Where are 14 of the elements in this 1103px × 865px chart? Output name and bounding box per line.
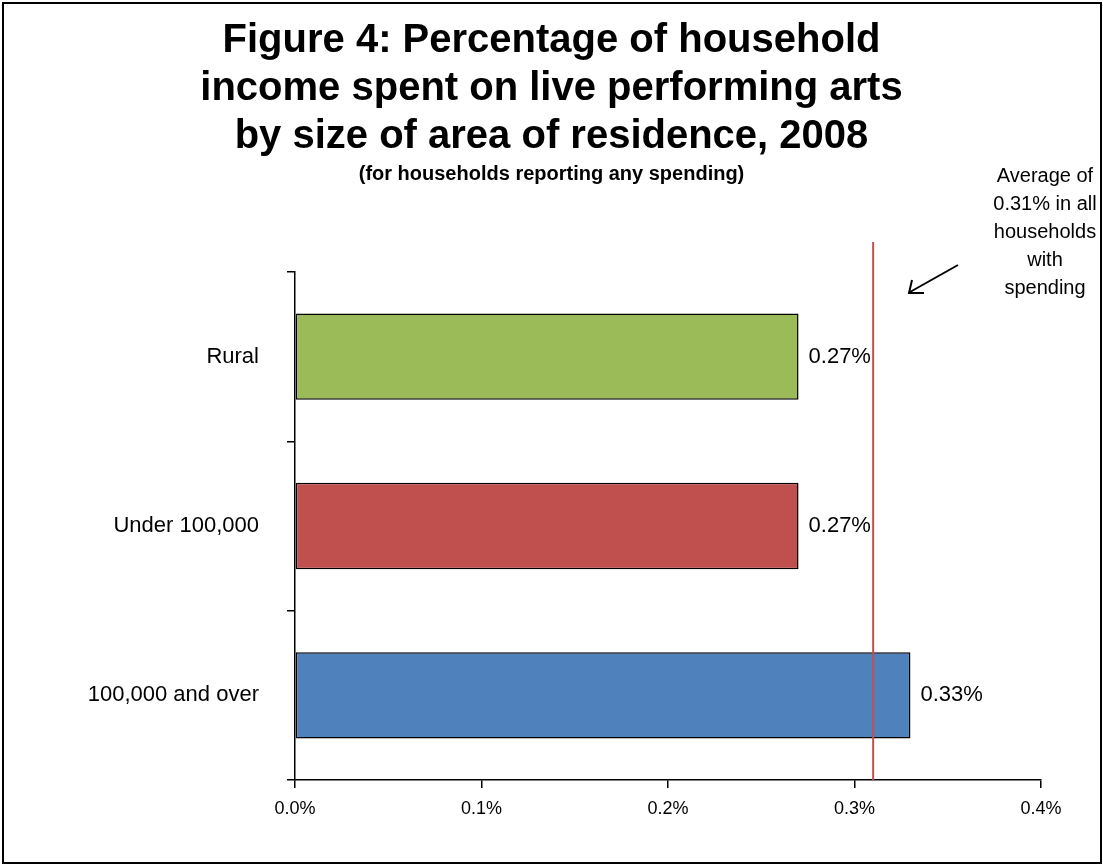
data-label: 0.33%: [920, 681, 983, 707]
chart-title: Figure 4: Percentage of household income spent on live performing arts by size of area of residence, 2008: [199, 15, 904, 158]
x-tick-label: 0.4%: [1020, 797, 1062, 818]
x-tick-label: 0.3%: [833, 797, 876, 818]
chart-subtitle: (for households reporting any spending): [358, 162, 745, 184]
y-tick-label: Under 100,000: [113, 512, 259, 538]
data-label: 0.27%: [808, 512, 871, 538]
x-tick-label: 0.1%: [460, 797, 503, 818]
y-tick-label: 100,000 and over: [87, 681, 259, 707]
x-tick-label: 0.2%: [647, 797, 689, 818]
annotation: Average of 0.31% in all households with spending: [993, 163, 1097, 298]
data-label: 0.27%: [808, 342, 871, 368]
y-tick-label: Rural: [206, 342, 259, 368]
x-tick-label: 0.0%: [274, 797, 316, 818]
